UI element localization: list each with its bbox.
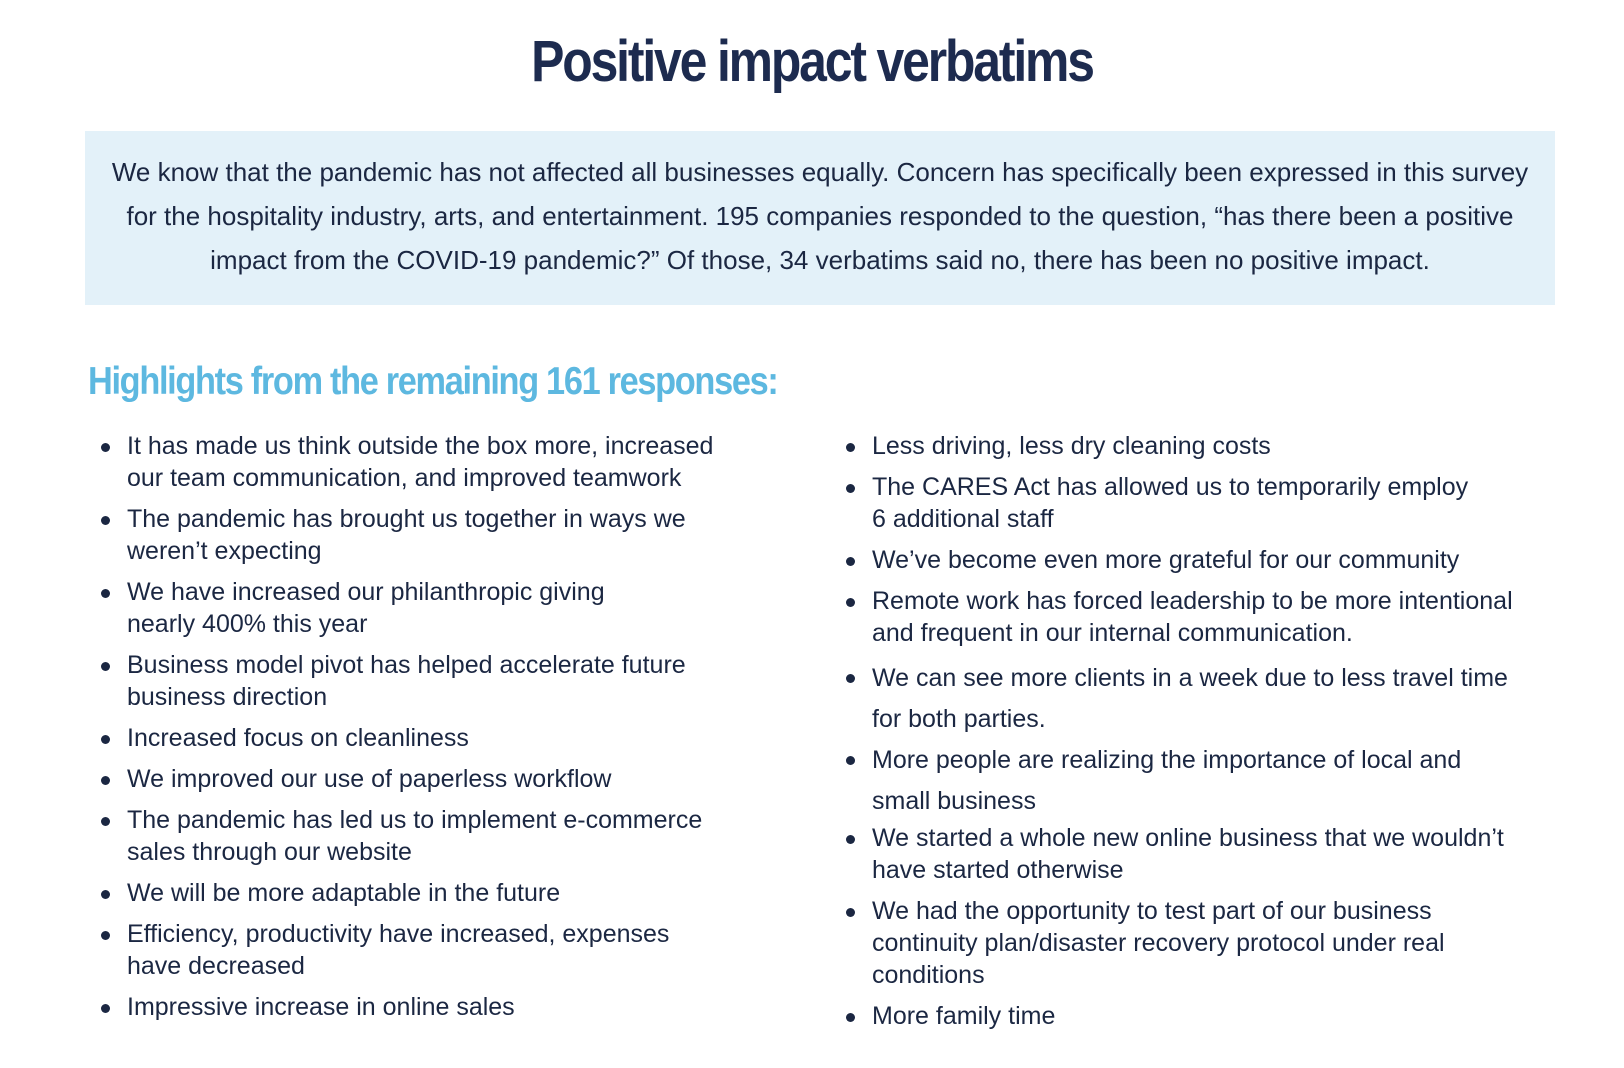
list-item-text: The CARES Act has allowed us to temporar… (872, 473, 1469, 533)
list-item-text: It has made us think outside the box mor… (127, 432, 714, 492)
list-item: We can see more clients in a week due to… (843, 658, 1563, 740)
bullet-icon (846, 484, 855, 493)
list-item: The pandemic has brought us together in … (98, 503, 758, 567)
bullet-icon (846, 756, 855, 765)
bullet-icon (101, 817, 110, 826)
list-item: Less driving, less dry cleaning costs (843, 430, 1563, 462)
bullet-icon (101, 589, 110, 598)
right-highlights-list: Less driving, less dry cleaning costs Th… (843, 430, 1563, 1041)
list-item-text: Efficiency, productivity have increased,… (127, 920, 670, 980)
list-item-text: We will be more adaptable in the future (127, 879, 561, 907)
bullet-icon (846, 1013, 855, 1022)
bullet-icon (101, 931, 110, 940)
list-item-text: Impressive increase in online sales (127, 993, 515, 1021)
intro-text: We know that the pandemic has not affect… (111, 157, 1529, 275)
list-item: We had the opportunity to test part of o… (843, 895, 1563, 991)
list-item: We’ve become even more grateful for our … (843, 544, 1563, 576)
list-item: Increased focus on cleanliness (98, 722, 758, 754)
bullet-icon (846, 443, 855, 452)
list-item-text: Increased focus on cleanliness (127, 724, 469, 752)
list-item: The CARES Act has allowed us to temporar… (843, 471, 1563, 535)
intro-box: We know that the pandemic has not affect… (85, 131, 1555, 305)
bullet-icon (101, 443, 110, 452)
list-item: We have increased our philanthropic givi… (98, 576, 758, 640)
left-highlights-list: It has made us think outside the box mor… (98, 430, 758, 1032)
list-item-text: Less driving, less dry cleaning costs (872, 432, 1271, 460)
list-item: More people are realizing the importance… (843, 740, 1563, 822)
list-item: Business model pivot has helped accelera… (98, 649, 758, 713)
list-item: We will be more adaptable in the future (98, 877, 758, 909)
bullet-icon (846, 835, 855, 844)
list-item: Impressive increase in online sales (98, 991, 758, 1023)
list-item-text: Remote work has forced leadership to be … (872, 587, 1513, 647)
list-item: The pandemic has led us to implement e-c… (98, 804, 758, 868)
bullet-icon (101, 516, 110, 525)
bullet-icon (101, 662, 110, 671)
list-item-text: We had the opportunity to test part of o… (872, 897, 1445, 989)
list-item-text: We started a whole new online business t… (872, 824, 1504, 884)
list-item: We improved our use of paperless workflo… (98, 763, 758, 795)
list-item: We started a whole new online business t… (843, 822, 1563, 886)
bullet-icon (101, 735, 110, 744)
list-item: It has made us think outside the box mor… (98, 430, 758, 494)
list-item-text: The pandemic has brought us together in … (127, 505, 686, 565)
list-item: More family time (843, 1000, 1563, 1032)
list-item-text: We’ve become even more grateful for our … (872, 546, 1460, 574)
bullet-icon (846, 674, 855, 683)
list-item: Efficiency, productivity have increased,… (98, 918, 758, 982)
highlights-heading: Highlights from the remaining 161 respon… (88, 360, 779, 403)
list-item-text: Business model pivot has helped accelera… (127, 651, 686, 711)
list-item: Remote work has forced leadership to be … (843, 585, 1563, 649)
bullet-icon (846, 908, 855, 917)
bullet-icon (846, 598, 855, 607)
bullet-icon (101, 1004, 110, 1013)
list-item-text: We have increased our philanthropic givi… (127, 578, 605, 638)
page-title: Positive impact verbatims (531, 29, 1095, 94)
list-item-text: We improved our use of paperless workflo… (127, 765, 612, 793)
bullet-icon (101, 776, 110, 785)
list-item-text: More people are realizing the importance… (872, 746, 1462, 815)
bullet-icon (846, 557, 855, 566)
bullet-icon (101, 890, 110, 899)
list-item-text: More family time (872, 1002, 1056, 1030)
list-item-text: The pandemic has led us to implement e-c… (127, 806, 703, 866)
list-item-text: We can see more clients in a week due to… (872, 664, 1508, 733)
